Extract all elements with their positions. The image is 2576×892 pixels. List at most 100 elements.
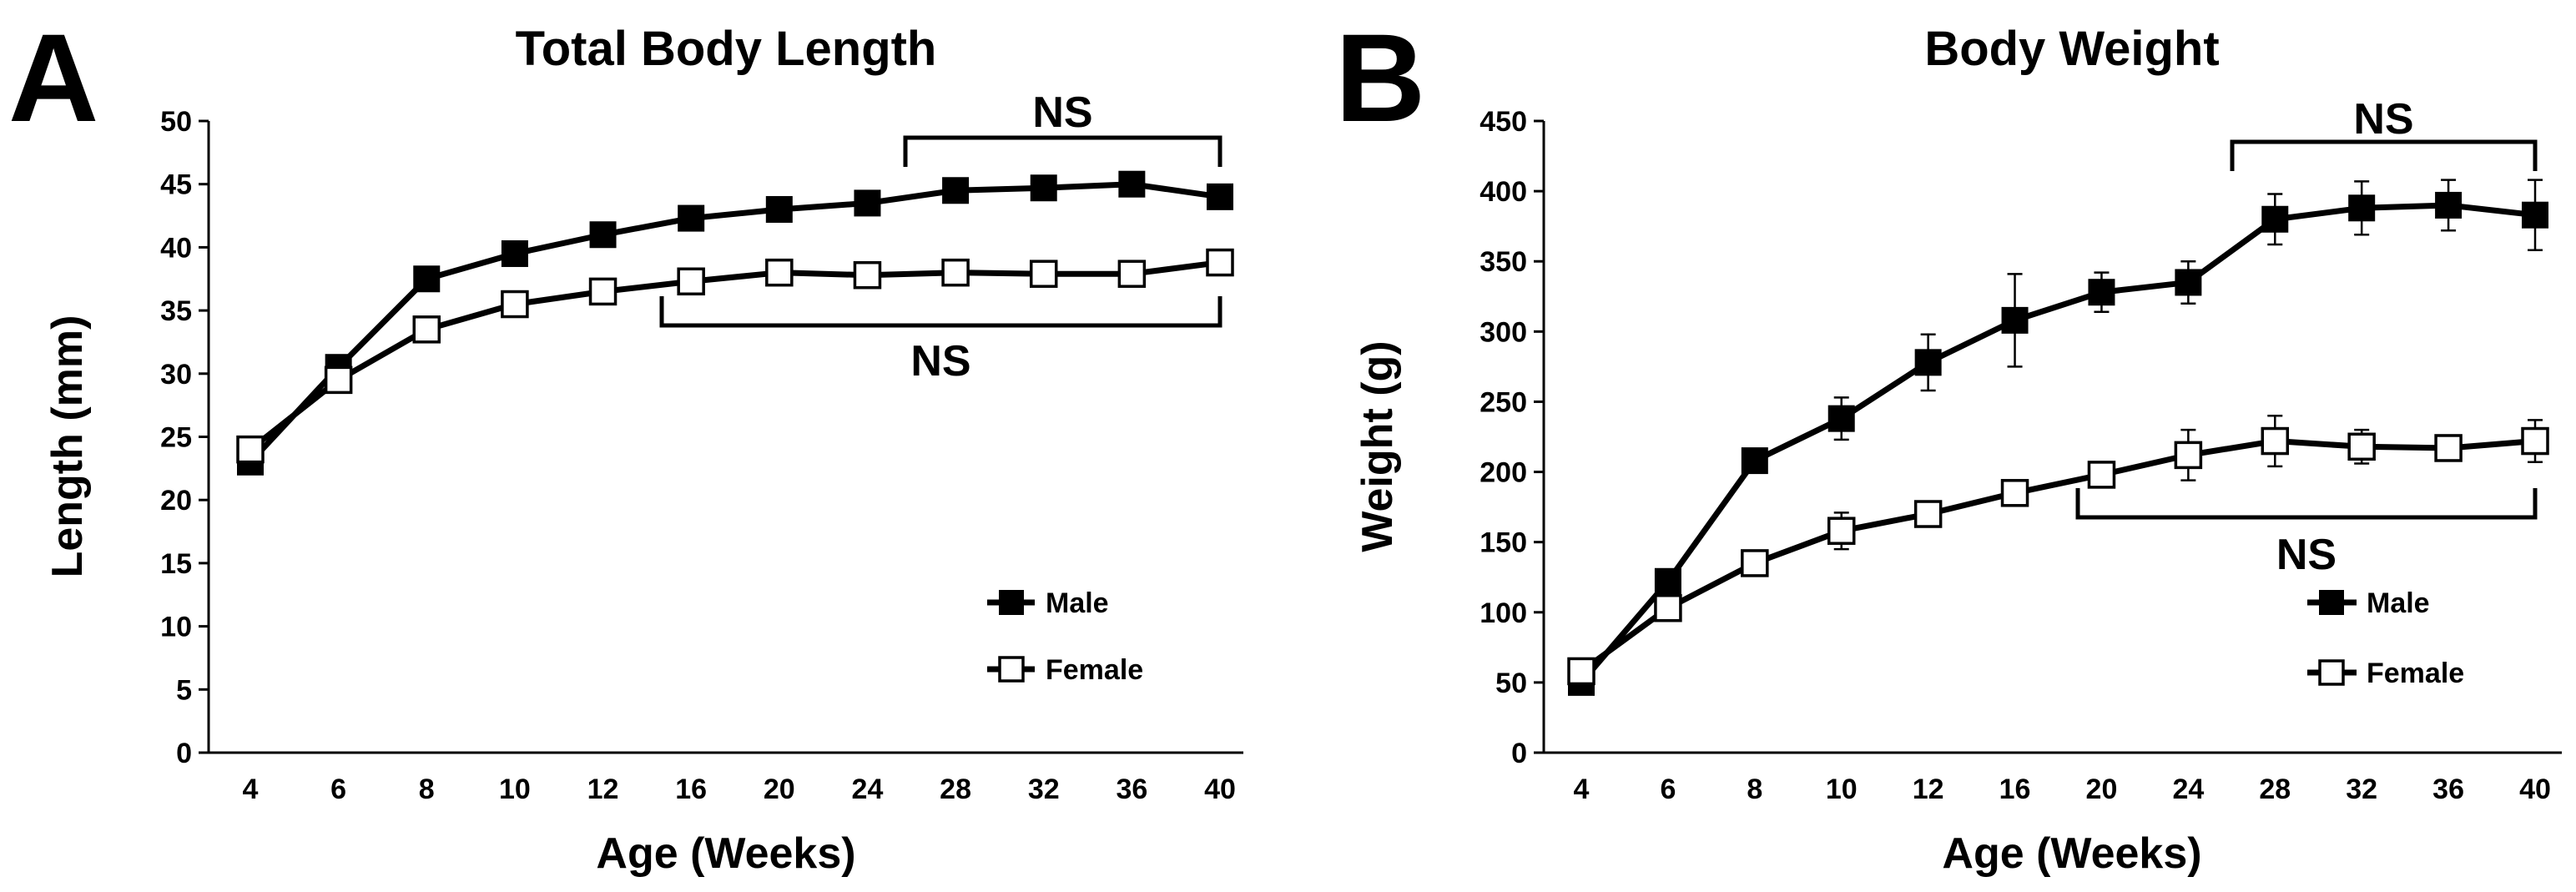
x-tick-label: 12 xyxy=(587,774,619,805)
data-point-male xyxy=(2088,279,2115,306)
x-tick-label: 24 xyxy=(2172,774,2204,805)
x-tick-label: 8 xyxy=(419,774,435,805)
y-tick-label: 150 xyxy=(1480,527,1527,559)
series-female xyxy=(1567,415,2549,686)
data-point-female xyxy=(1827,517,1856,545)
data-point-female xyxy=(2347,432,2376,461)
panel-letter-a: A xyxy=(8,8,98,148)
data-point-female xyxy=(941,258,970,287)
series-line-male xyxy=(1579,202,2536,685)
y-tick-label: 5 xyxy=(176,674,192,706)
data-point-male xyxy=(1118,170,1146,198)
x-tick-label: 10 xyxy=(499,774,531,805)
legend: Male Female xyxy=(987,587,1143,686)
x-tick-label: 36 xyxy=(2432,774,2464,805)
data-point-female xyxy=(1741,549,1769,577)
ns-label-lower: NS xyxy=(2276,531,2337,579)
x-tick-label: 40 xyxy=(2519,774,2551,805)
legend-marker-male xyxy=(999,590,1024,615)
data-point-male xyxy=(2261,205,2289,233)
legend: Male Female xyxy=(2307,587,2464,689)
data-point-female xyxy=(677,267,705,296)
x-tick-label: 12 xyxy=(1913,774,1944,805)
data-point-female xyxy=(2174,441,2203,470)
x-tick-label: 20 xyxy=(2086,774,2118,805)
x-tick-label: 24 xyxy=(852,774,884,805)
data-point-female xyxy=(236,435,265,464)
data-point-female xyxy=(1029,260,1058,288)
data-point-male xyxy=(2175,269,2202,296)
data-point-female xyxy=(2434,434,2463,462)
data-point-female xyxy=(324,365,353,395)
y-tick-label: 25 xyxy=(160,422,192,454)
data-point-male xyxy=(765,195,793,223)
y-tick-label: 300 xyxy=(1480,316,1527,348)
x-tick-label: 6 xyxy=(330,774,346,805)
data-point-male xyxy=(942,177,970,204)
data-point-female xyxy=(765,258,794,287)
data-point-female xyxy=(412,315,441,344)
x-tick-label: 28 xyxy=(2259,774,2291,805)
x-tick-label: 16 xyxy=(1999,774,2031,805)
legend-label-male: Male xyxy=(1046,587,1109,619)
x-tick-label: 40 xyxy=(1204,774,1236,805)
y-tick-label: 40 xyxy=(160,232,192,264)
data-point-male xyxy=(2435,191,2463,219)
x-tick-label: 16 xyxy=(675,774,707,805)
data-point-female xyxy=(588,277,618,306)
data-point-male xyxy=(1914,349,1942,376)
data-point-female xyxy=(2087,461,2116,489)
data-point-female xyxy=(1206,248,1234,277)
y-axis-title-b: Weight (g) xyxy=(1354,340,1402,552)
data-point-male xyxy=(589,221,617,249)
significance-bracket-upper xyxy=(2230,139,2538,171)
data-point-female xyxy=(853,260,882,290)
series-line-male xyxy=(248,181,1221,465)
y-tick-label: 400 xyxy=(1480,176,1527,208)
x-tick-label: 10 xyxy=(1826,774,1858,805)
data-point-male xyxy=(1030,174,1057,202)
panel-letter-b: B xyxy=(1335,8,1425,148)
y-tick-label: 350 xyxy=(1480,246,1527,278)
ns-label-lower: NS xyxy=(910,337,970,386)
data-point-male xyxy=(854,189,881,217)
chart-title-b: Body Weight xyxy=(1924,22,2219,76)
data-point-male xyxy=(1827,405,1855,432)
data-point-female xyxy=(1654,593,1682,622)
y-tick-label: 35 xyxy=(160,295,192,327)
data-point-male xyxy=(501,239,528,267)
data-point-male xyxy=(2522,201,2548,229)
legend-marker-female xyxy=(998,656,1025,683)
data-point-female xyxy=(1913,500,1943,528)
legend-label-female: Female xyxy=(2367,658,2464,689)
data-point-male xyxy=(678,204,705,232)
y-tick-label: 0 xyxy=(1511,738,1527,769)
data-point-male xyxy=(1741,447,1768,475)
data-point-female xyxy=(501,290,529,319)
chart-title-a: Total Body Length xyxy=(516,22,937,76)
series-line-female xyxy=(248,260,1221,452)
significance-bracket-lower xyxy=(659,296,1222,328)
data-point-male xyxy=(2001,306,2029,334)
data-point-female xyxy=(2521,426,2549,456)
ns-label-upper: NS xyxy=(2353,95,2413,144)
x-tick-label: 6 xyxy=(1660,774,1676,805)
series-female xyxy=(236,248,1234,464)
x-tick-label: 4 xyxy=(1574,774,1590,805)
y-axis-title-a: Length (mm) xyxy=(43,315,92,578)
x-tick-label: 28 xyxy=(940,774,971,805)
legend-label-male: Male xyxy=(2367,587,2430,619)
significance-bracket-lower xyxy=(2075,488,2538,520)
x-tick-label: 20 xyxy=(764,774,795,805)
legend-marker-female xyxy=(2318,659,2345,686)
x-tick-label: 4 xyxy=(243,774,259,805)
data-point-female xyxy=(2000,479,2029,507)
legend-marker-male xyxy=(2319,590,2344,615)
y-tick-label: 15 xyxy=(160,548,192,580)
data-point-male xyxy=(2348,194,2376,222)
x-tick-label: 36 xyxy=(1116,774,1147,805)
significance-bracket-upper xyxy=(903,135,1222,167)
legend-label-female: Female xyxy=(1046,654,1143,686)
series-male xyxy=(237,170,1233,476)
data-point-female xyxy=(1117,260,1147,288)
